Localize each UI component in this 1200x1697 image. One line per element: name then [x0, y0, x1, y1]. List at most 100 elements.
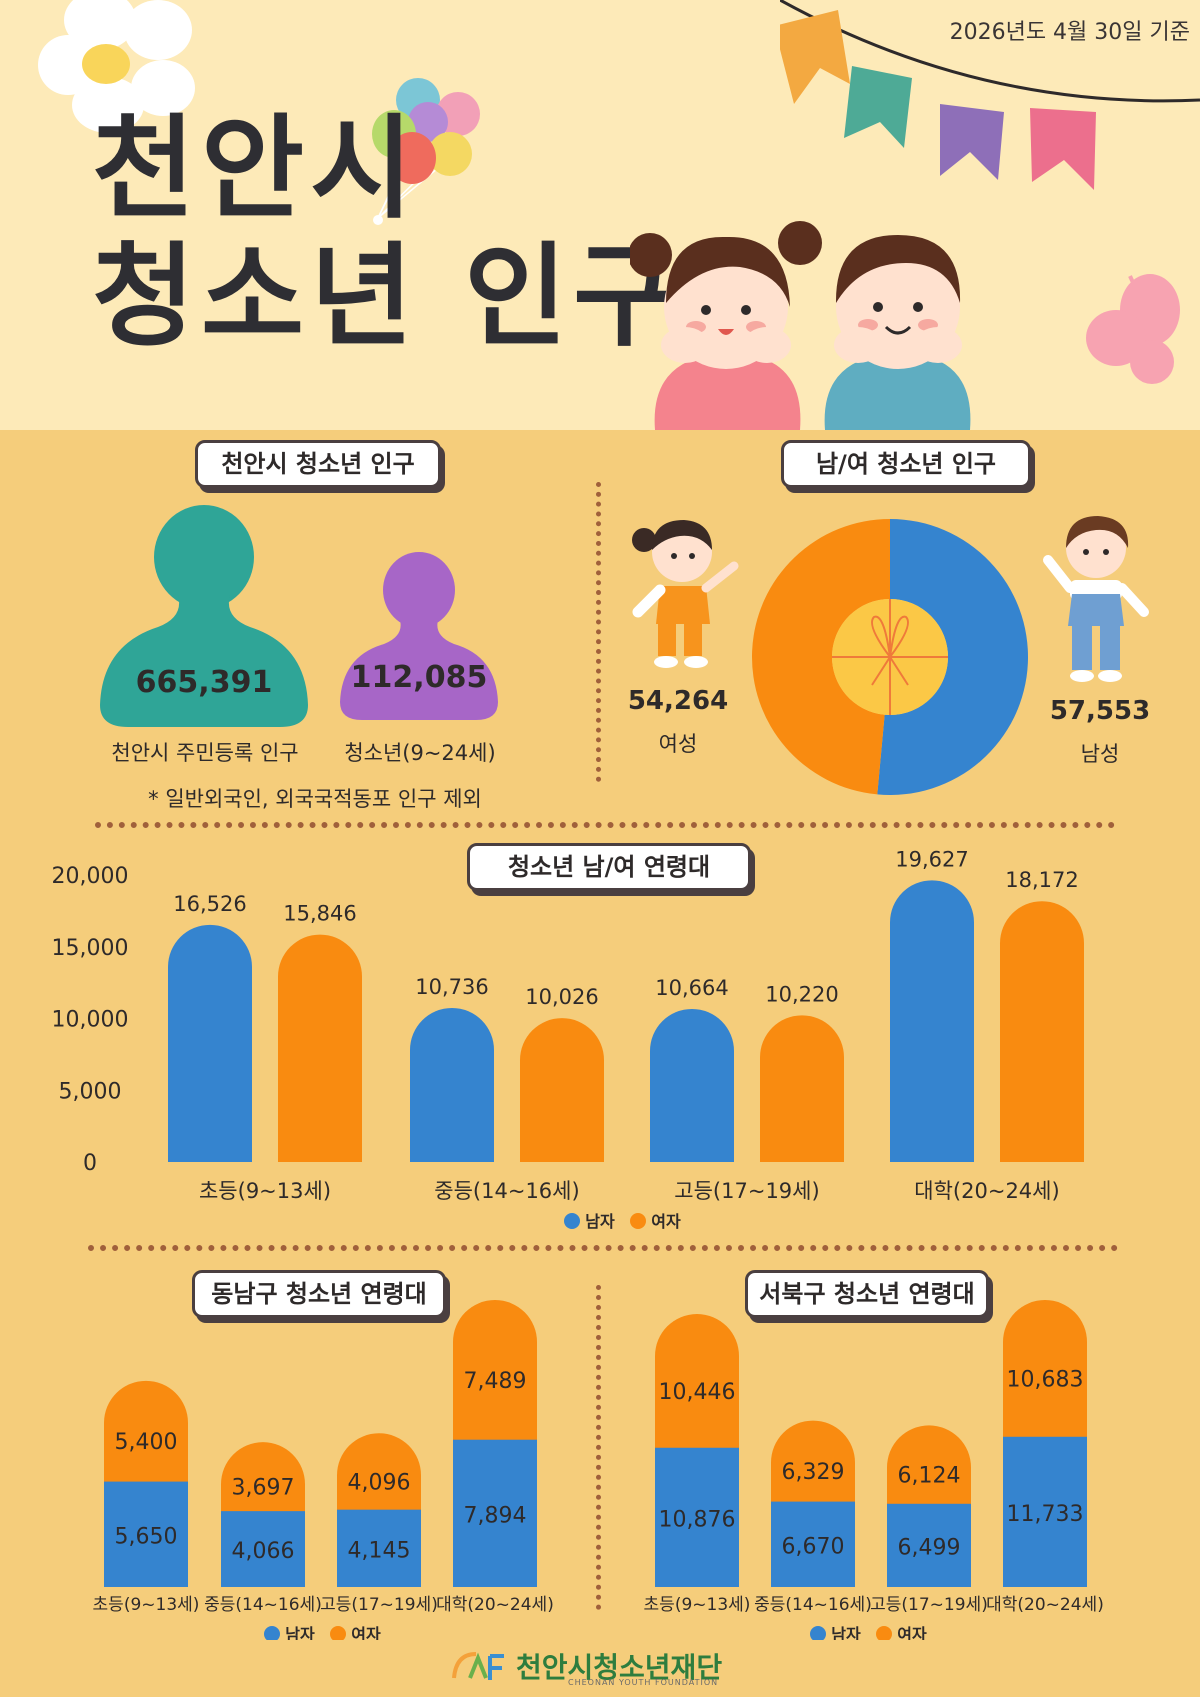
legend-male-swatch — [810, 1626, 826, 1640]
bar-male — [410, 1007, 494, 1162]
legend-female-label: 여자 — [351, 1625, 381, 1640]
stack-male — [1003, 1436, 1087, 1587]
x-category-label: 고등(17~19세) — [320, 1595, 438, 1615]
youth-population-value: 112,085 — [350, 660, 488, 695]
gender-heading: 남/여 청소년 인구 — [781, 440, 1031, 488]
legend-female-label: 여자 — [897, 1625, 927, 1640]
bar-value-label: 10,026 — [525, 985, 598, 1009]
stack-female — [453, 1300, 537, 1441]
legend-female-swatch — [630, 1213, 646, 1229]
stack-male — [453, 1439, 537, 1587]
stack-female — [771, 1420, 855, 1503]
y-tick-label: 0 — [83, 1151, 97, 1176]
title-line-1: 천안시 — [92, 104, 420, 234]
x-category-label: 초등(9~13세) — [199, 1179, 331, 1203]
divider-horizontal-1 — [95, 822, 1115, 828]
x-category-label: 중등(14~16세) — [204, 1595, 322, 1615]
title-line-2: 청소년 인구 — [92, 232, 683, 362]
stack-female-value: 10,683 — [1007, 1367, 1084, 1392]
legend-male-label: 남자 — [831, 1625, 861, 1640]
bar-male — [890, 880, 974, 1162]
legend-male-swatch — [264, 1626, 280, 1640]
stack-male-value: 5,650 — [115, 1524, 178, 1549]
footer-logo: 천안시청소년재단 CHEONAN YOUTH FOUNDATION — [450, 1644, 770, 1690]
x-category-label: 대학(20~24세) — [914, 1179, 1059, 1203]
age-gender-heading: 청소년 남/여 연령대 — [467, 843, 751, 891]
population-note: * 일반외국인, 외국국적동포 인구 제외 — [148, 787, 482, 811]
stack-male — [887, 1503, 971, 1587]
legend-male-label: 남자 — [285, 1625, 315, 1640]
legend-male-swatch — [564, 1213, 580, 1229]
x-category-label: 고등(17~19세) — [674, 1179, 819, 1203]
y-tick-label: 5,000 — [59, 1079, 122, 1104]
youth-population-person-icon — [340, 552, 498, 720]
girl-figure-icon — [632, 520, 739, 668]
divider-vertical-top — [596, 482, 601, 782]
stack-female-value: 3,697 — [232, 1476, 295, 1501]
bunting-decoration — [780, 0, 1200, 190]
x-category-label: 대학(20~24세) — [986, 1595, 1104, 1615]
female-label: 여성 — [658, 732, 698, 756]
donut-slice-male — [877, 519, 1028, 795]
legend-female-swatch — [876, 1626, 892, 1640]
foundation-name: 천안시청소년재단 — [516, 1651, 723, 1684]
stack-male-value: 4,066 — [232, 1539, 295, 1564]
stack-female — [221, 1442, 305, 1513]
stack-male — [771, 1501, 855, 1587]
stack-male — [221, 1511, 305, 1587]
date-label: 2026년도 4월 30일 기준 — [949, 20, 1190, 45]
bar-value-label: 10,736 — [415, 975, 488, 999]
stack-female-value: 7,489 — [464, 1369, 527, 1394]
dongnam-stacked-chart: 5,650 5,400 초등(9~13세) 4,066 3,697 중등(14~16세) 4… — [93, 1300, 554, 1640]
bar-chart-legend: 남자 여자 — [564, 1212, 681, 1231]
legend-male-label: 남자 — [585, 1212, 615, 1231]
bar-value-label: 18,172 — [1005, 868, 1078, 892]
bar-value-label: 16,526 — [173, 892, 246, 916]
stack-male-value: 10,876 — [659, 1507, 736, 1532]
age-gender-bar-chart: 0 5,000 10,000 15,000 20,000 16,526 15,846 초등(9… — [52, 847, 1084, 1231]
dongnam-heading: 동남구 청소년 연령대 — [192, 1270, 446, 1318]
seobuk-heading: 서북구 청소년 연령대 — [745, 1270, 989, 1318]
butterfly-icon — [1086, 274, 1180, 384]
stack-male — [655, 1447, 739, 1587]
bar-value-label: 19,627 — [895, 847, 968, 871]
x-category-label: 중등(14~16세) — [754, 1595, 872, 1615]
bar-female — [1000, 901, 1084, 1162]
x-category-label: 대학(20~24세) — [436, 1595, 554, 1615]
stack-female-value: 10,446 — [659, 1380, 736, 1405]
x-category-label: 초등(9~13세) — [93, 1595, 200, 1615]
donut-slice-female — [751, 519, 890, 795]
bar-value-label: 10,664 — [655, 976, 728, 1000]
stack-male-value: 11,733 — [1007, 1502, 1084, 1527]
legend-female-label: 여자 — [651, 1212, 681, 1231]
stack-male-value: 6,670 — [782, 1534, 845, 1559]
stack-male — [104, 1481, 188, 1587]
stack-female-value: 6,124 — [898, 1464, 961, 1489]
children-illustration — [630, 221, 971, 430]
stack-female-value: 4,096 — [348, 1470, 411, 1495]
x-category-label: 중등(14~16세) — [434, 1179, 579, 1203]
divider-vertical-bottom — [596, 1285, 601, 1610]
bar-male — [650, 1008, 734, 1162]
x-category-label: 고등(17~19세) — [870, 1595, 988, 1615]
youth-population-label: 청소년(9~24세) — [344, 741, 496, 765]
stack-male-value: 4,145 — [348, 1538, 411, 1563]
male-value: 57,553 — [1049, 696, 1151, 726]
stack-female — [104, 1380, 188, 1483]
flower-icon — [38, 0, 195, 133]
total-population-label: 천안시 주민등록 인구 — [111, 741, 299, 765]
legend-female-swatch — [330, 1626, 346, 1640]
stack-female — [337, 1433, 421, 1511]
male-label: 남성 — [1080, 742, 1120, 766]
gender-donut-chart — [751, 519, 1028, 795]
header-background — [0, 0, 1200, 430]
balloons-icon — [372, 78, 480, 225]
boy-figure-icon — [1043, 516, 1149, 682]
bar-male — [168, 924, 252, 1162]
bar-female — [520, 1018, 604, 1162]
stack-male-value: 6,499 — [898, 1535, 961, 1560]
total-population-person-icon — [100, 505, 308, 727]
stack-female-value: 5,400 — [115, 1430, 178, 1455]
main-title: 천안시 청소년 인구 — [92, 105, 682, 361]
